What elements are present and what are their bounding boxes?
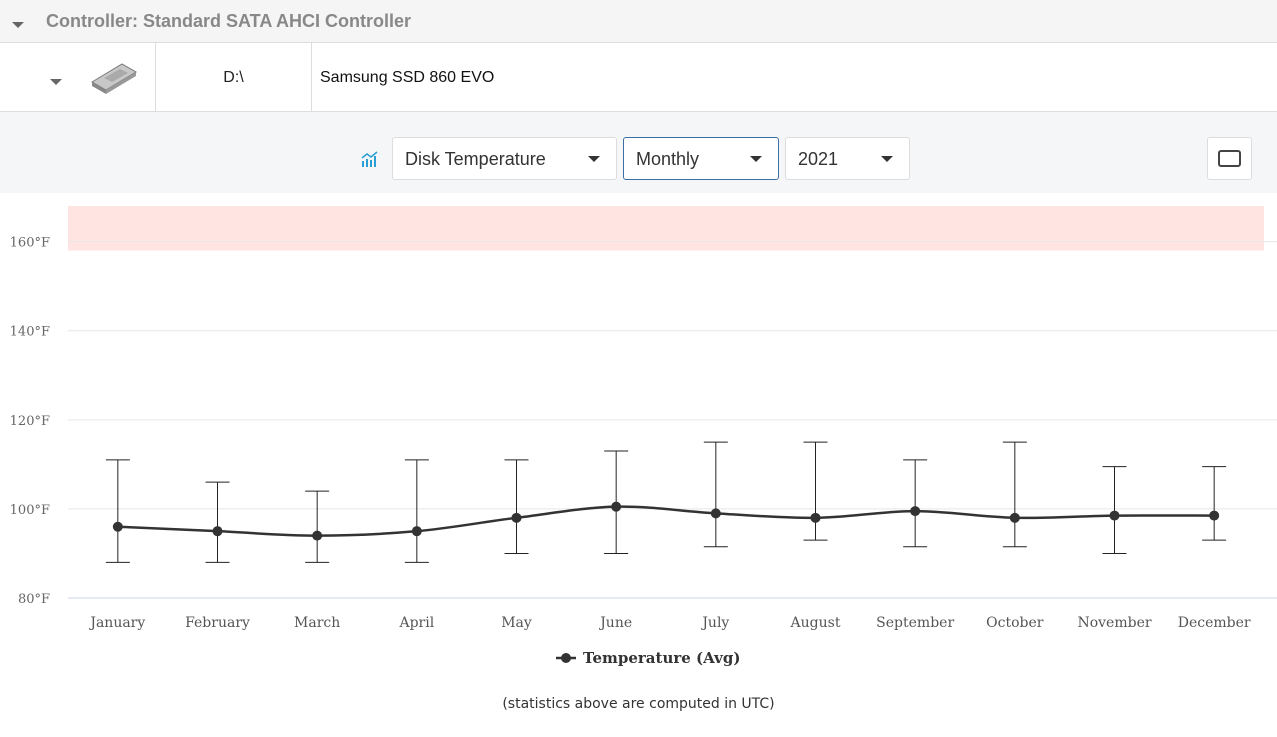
x-tick-label: February: [185, 615, 250, 631]
point: [511, 512, 522, 523]
metric-select[interactable]: Disk Temperature: [392, 137, 617, 180]
y-tick-label: 140°F: [10, 325, 50, 340]
point: [910, 506, 921, 517]
x-tick-label: October: [986, 615, 1044, 631]
point: [810, 512, 821, 523]
controller-header[interactable]: Controller: Standard SATA AHCI Controlle…: [0, 0, 1277, 43]
fullscreen-icon: [1218, 150, 1241, 167]
legend-marker: [561, 653, 571, 663]
disk-model: Samsung SSD 860 EVO: [320, 69, 495, 86]
select-caret: [588, 156, 600, 162]
x-tick-label: April: [398, 615, 434, 631]
point: [112, 521, 123, 532]
select-caret: [750, 156, 762, 162]
disk-icon-cell: [0, 43, 156, 111]
point: [710, 508, 721, 519]
x-tick-label: September: [876, 615, 954, 631]
period-value: Monthly: [636, 149, 700, 169]
point: [212, 526, 223, 537]
select-caret: [881, 156, 893, 162]
disk-row[interactable]: D:\ Samsung SSD 860 EVO: [0, 43, 1277, 112]
metric-value: Disk Temperature: [405, 149, 546, 169]
y-tick-label: 80°F: [18, 592, 50, 607]
year-value: 2021: [798, 149, 839, 169]
x-tick-label: November: [1077, 615, 1151, 631]
point: [1109, 510, 1120, 521]
toolbar: Disk Temperature Monthly 2021: [0, 112, 1277, 193]
x-tick-label: March: [294, 615, 340, 631]
x-tick-label: May: [501, 615, 532, 631]
expand-caret[interactable]: [50, 79, 62, 85]
point: [611, 501, 622, 512]
x-tick-label: August: [790, 615, 841, 631]
fullscreen-button[interactable]: [1207, 137, 1252, 180]
x-tick-label: July: [700, 615, 729, 631]
controller-title: Controller: Standard SATA AHCI Controlle…: [46, 11, 412, 31]
x-tick-label: December: [1178, 615, 1251, 631]
x-tick-label: June: [598, 615, 632, 631]
x-tick-label: January: [88, 615, 145, 631]
chart-icon: [361, 151, 378, 167]
danger-band: [68, 206, 1264, 251]
year-select[interactable]: 2021: [785, 137, 910, 180]
drive-letter: D:\: [156, 43, 312, 111]
legend-label: Temperature (Avg): [583, 649, 740, 667]
y-tick-label: 160°F: [10, 236, 50, 251]
y-tick-label: 120°F: [10, 414, 50, 429]
point: [1009, 512, 1020, 523]
period-select[interactable]: Monthly: [623, 137, 779, 180]
collapse-caret[interactable]: [12, 22, 24, 28]
point: [312, 530, 323, 541]
point: [411, 526, 422, 537]
point: [1209, 510, 1220, 521]
disk-icon: [91, 63, 137, 94]
series-line: [117, 505, 1215, 537]
y-tick-label: 100°F: [10, 503, 50, 518]
chart: 80°F 100°F 120°F 140°F 160°F January February M…: [10, 206, 1277, 667]
footnote: (statistics above are computed in UTC): [502, 696, 775, 712]
